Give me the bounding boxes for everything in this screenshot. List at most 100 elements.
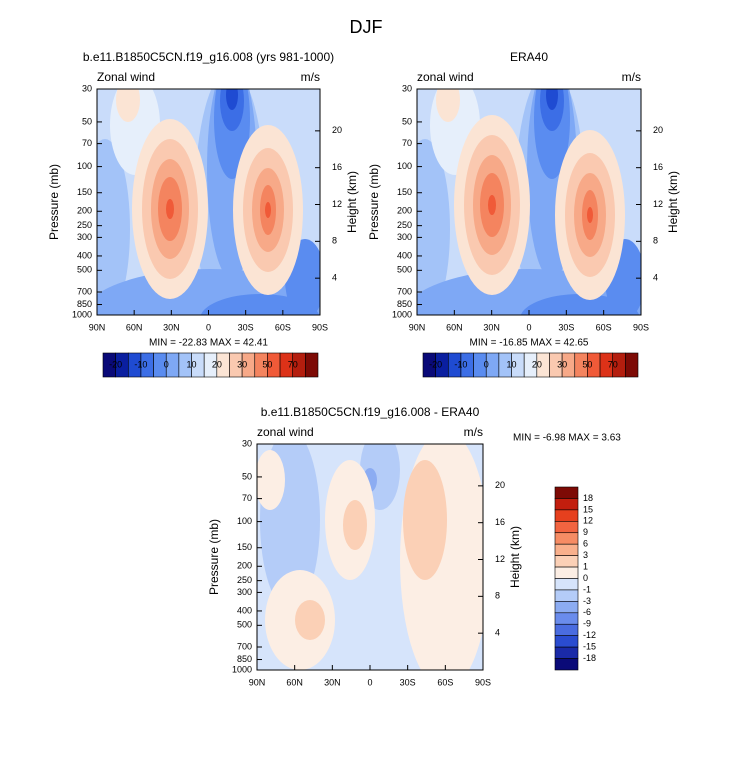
colorbar-label: 0 (583, 573, 588, 583)
y-tick-label: 30 (82, 83, 92, 93)
figure-title: DJF (350, 17, 383, 37)
colorbar-label: 9 (583, 527, 588, 537)
colorbar-label: -20 (109, 359, 122, 369)
contour-fill (116, 89, 140, 122)
colorbar-label: 30 (237, 359, 247, 369)
y-tick-label: 250 (77, 220, 92, 230)
y-tick-label: 400 (397, 250, 412, 260)
colorbar-label: 70 (608, 359, 618, 369)
x-tick-label: 30N (324, 677, 341, 687)
colorbar: -20 -10 0 10 20 30 50 70 (422, 352, 639, 378)
colorbar-label: 0 (164, 359, 169, 369)
y-tick-label: 700 (237, 641, 252, 651)
x-tick-label: 0 (367, 677, 372, 687)
min-max: MIN = -16.85 MAX = 42.65 (470, 338, 589, 349)
y-tick-label: 150 (237, 542, 252, 552)
colorbar-label: 6 (583, 539, 588, 549)
y-tick-label: 250 (397, 220, 412, 230)
y2-tick-label: 20 (495, 480, 505, 490)
colorbar-label: 3 (583, 550, 588, 560)
x-tick-label: 30S (558, 322, 574, 332)
colorbar-box (554, 509, 579, 522)
contour-fill (226, 89, 238, 110)
colorbar-label: 50 (582, 359, 592, 369)
panel-title: b.e11.B1850C5CN.f19_g16.008 (yrs 981-100… (83, 50, 334, 64)
x-tick-label: 0 (206, 322, 211, 332)
colorbar-box (554, 566, 579, 579)
y2-tick-label: 4 (332, 273, 337, 283)
contour-fill (403, 460, 447, 580)
y-tick-label: 700 (397, 286, 412, 296)
y2-tick-label: 16 (495, 517, 505, 527)
colorbar-label: -20 (429, 359, 442, 369)
x-tick-label: 90S (633, 322, 649, 332)
contour-field (417, 89, 641, 315)
x-tick-label: 60S (437, 677, 453, 687)
colorbar-label: 20 (532, 359, 542, 369)
colorbar-label: -10 (454, 359, 467, 369)
x-tick-label: 90S (312, 322, 328, 332)
x-tick-label: 60N (286, 677, 303, 687)
colorbar-box (554, 612, 579, 625)
x-tick-label: 30S (400, 677, 416, 687)
x-tick-label: 0 (526, 322, 531, 332)
colorbar-box (554, 555, 579, 568)
y-axis-title: Pressure (mb) (367, 164, 381, 240)
y2-tick-label: 4 (495, 628, 500, 638)
contour-field (257, 444, 483, 670)
x-tick-label: 90N (409, 322, 426, 332)
y2-tick-label: 8 (653, 236, 658, 246)
colorbar-box (554, 635, 579, 648)
y-tick-label: 500 (397, 265, 412, 275)
min-max: MIN = -22.83 MAX = 42.41 (149, 338, 268, 349)
y2-tick-label: 8 (332, 236, 337, 246)
colorbar-label: -10 (134, 359, 147, 369)
y-tick-label: 200 (237, 561, 252, 571)
y-tick-label: 100 (397, 161, 412, 171)
colorbar-label: 10 (187, 359, 197, 369)
y-tick-label: 50 (402, 116, 412, 126)
contour-fill (295, 600, 325, 640)
y-tick-label: 300 (237, 587, 252, 597)
y-axis-title: Pressure (mb) (207, 519, 221, 595)
y2-tick-label: 20 (653, 125, 663, 135)
contour-fill (488, 195, 496, 215)
y2-axis-title: Height (km) (345, 171, 359, 233)
left-label: Zonal wind (97, 70, 155, 84)
y-tick-label: 100 (237, 516, 252, 526)
x-tick-label: 30N (483, 322, 500, 332)
y-axis-title: Pressure (mb) (47, 164, 61, 240)
y-tick-label: 400 (77, 250, 92, 260)
y2-tick-label: 12 (495, 554, 505, 564)
y2-tick-label: 12 (332, 199, 342, 209)
colorbar-box (554, 486, 579, 499)
left-label: zonal wind (417, 70, 474, 84)
panel: ERA40 zonal wind m/s Pressure (mb) Height (k… (367, 50, 680, 349)
x-tick-label: 90N (249, 677, 266, 687)
y2-axis-title: Height (km) (666, 171, 680, 233)
y-tick-label: 70 (82, 138, 92, 148)
colorbar-box (554, 498, 579, 511)
colorbar-box (305, 352, 319, 378)
colorbar-box (554, 601, 579, 614)
contour-fill (166, 199, 174, 219)
y2-tick-label: 16 (332, 162, 342, 172)
contour-fill (343, 500, 367, 550)
x-tick-label: 60N (446, 322, 463, 332)
y-tick-label: 70 (402, 138, 412, 148)
y2-tick-label: 8 (495, 591, 500, 601)
y-tick-label: 1000 (392, 309, 412, 319)
y2-tick-label: 12 (653, 199, 663, 209)
colorbar-label: -15 (583, 642, 596, 652)
y-tick-label: 200 (397, 206, 412, 216)
colorbar-label: 0 (484, 359, 489, 369)
colorbar-label: -3 (583, 596, 591, 606)
colorbar-label: -9 (583, 619, 591, 629)
colorbar-label: 50 (262, 359, 272, 369)
y-tick-label: 200 (77, 206, 92, 216)
right-label: m/s (464, 425, 483, 439)
y-tick-label: 30 (242, 438, 252, 448)
y-tick-label: 700 (77, 286, 92, 296)
